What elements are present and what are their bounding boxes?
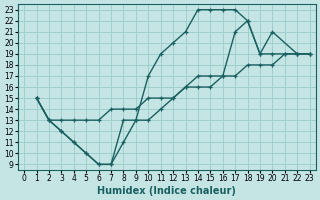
X-axis label: Humidex (Indice chaleur): Humidex (Indice chaleur) (98, 186, 236, 196)
